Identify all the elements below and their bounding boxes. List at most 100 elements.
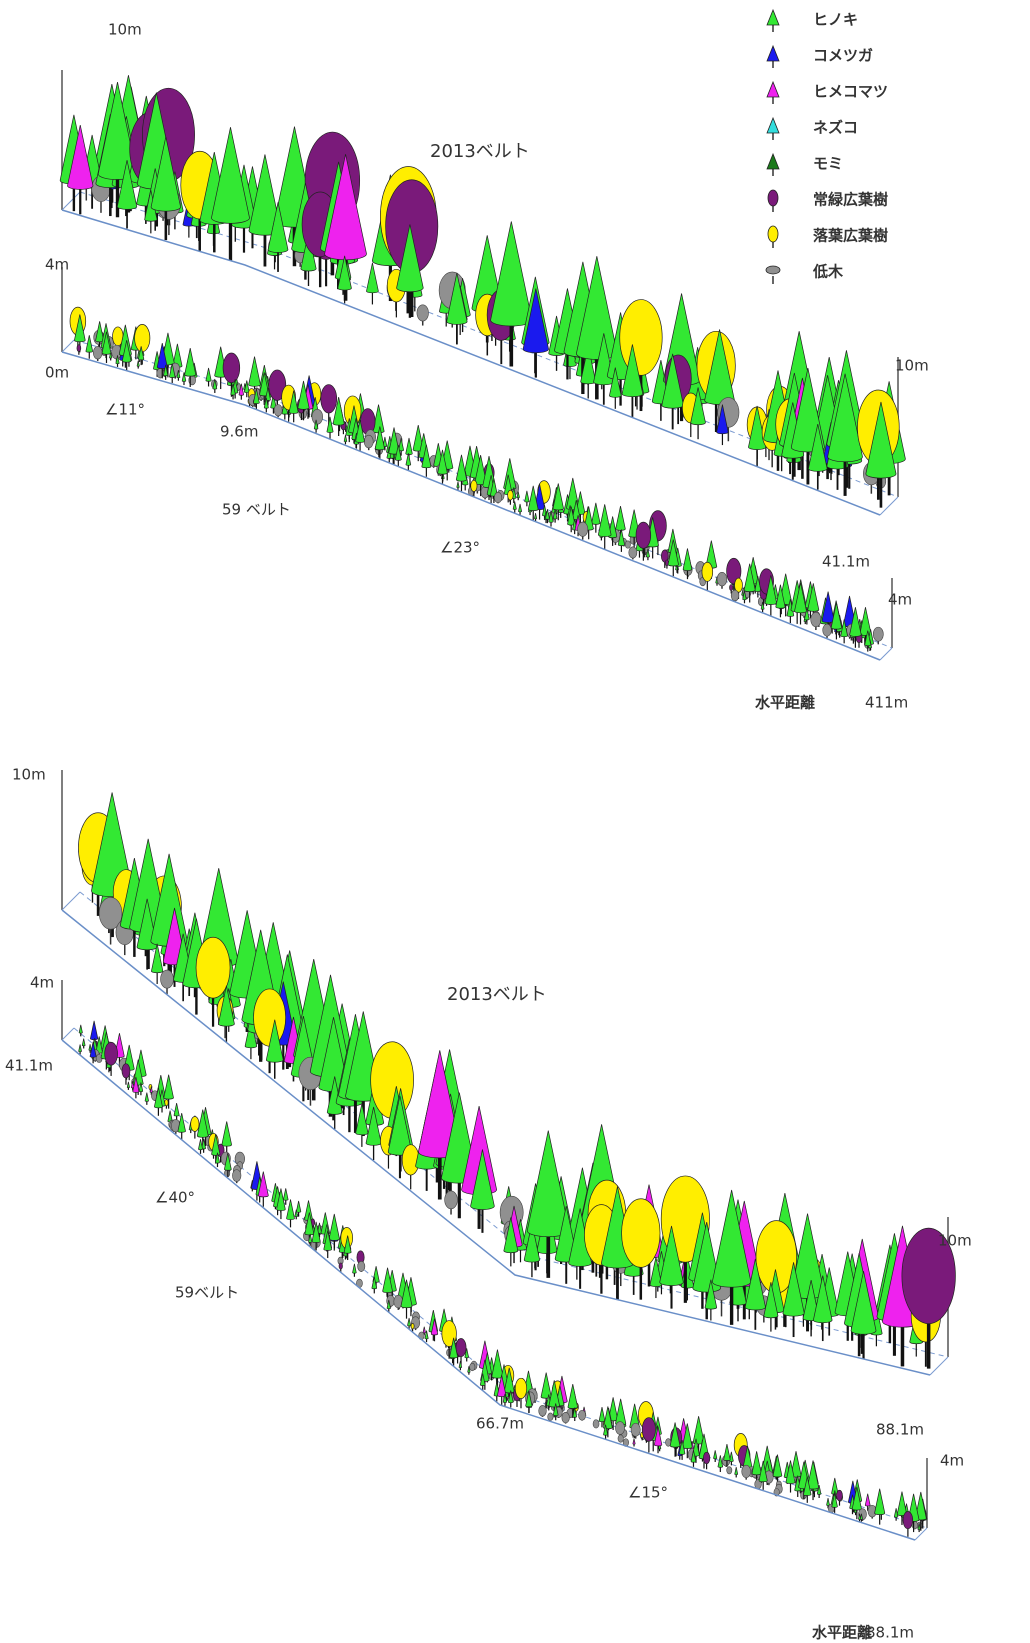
crown bbox=[620, 300, 662, 376]
crown bbox=[633, 1438, 635, 1444]
crown bbox=[122, 1064, 130, 1078]
belt-label: 2013ベルト bbox=[447, 984, 547, 1005]
dimension-label: ∠23° bbox=[440, 539, 480, 557]
crown bbox=[79, 1044, 82, 1051]
crown bbox=[191, 1116, 199, 1131]
edge bbox=[62, 892, 80, 910]
belt-label: 59 ベルト bbox=[222, 501, 291, 519]
forest-profile: 10m2013ベルト4m0m∠11°9.6m10m59 ベルト∠23°41.1m… bbox=[0, 0, 1030, 1643]
dimension-label: 水平距離 bbox=[755, 694, 815, 712]
crown bbox=[79, 1025, 82, 1033]
edge bbox=[62, 1028, 74, 1040]
crown bbox=[135, 324, 150, 351]
crown bbox=[406, 438, 413, 455]
crown bbox=[321, 385, 337, 413]
crown bbox=[525, 491, 529, 502]
belt-label: 9.6m bbox=[220, 423, 258, 441]
crown bbox=[642, 1418, 655, 1442]
crown bbox=[568, 1384, 578, 1408]
crown bbox=[518, 504, 521, 512]
shrub bbox=[274, 404, 282, 415]
legend-swatch bbox=[767, 10, 779, 25]
crown bbox=[592, 503, 601, 524]
crown bbox=[82, 1039, 85, 1046]
crown bbox=[636, 522, 651, 548]
crown bbox=[283, 1188, 288, 1200]
shrub bbox=[578, 1410, 585, 1420]
crown bbox=[752, 1451, 761, 1475]
crown bbox=[714, 1450, 717, 1458]
dimension-label: 10m bbox=[938, 1232, 972, 1250]
crown bbox=[897, 1492, 907, 1516]
crown bbox=[344, 435, 347, 442]
shrub bbox=[358, 1261, 365, 1271]
legend-item: 常緑広葉樹 bbox=[768, 190, 888, 212]
crown bbox=[492, 1350, 503, 1379]
dimension-label: 10m bbox=[12, 766, 46, 784]
shrub bbox=[625, 541, 630, 548]
legend-swatch bbox=[768, 190, 778, 206]
crown bbox=[903, 1511, 913, 1528]
dimension-label: 4m bbox=[30, 974, 54, 992]
legend-swatch bbox=[766, 266, 780, 274]
shrub bbox=[161, 970, 174, 988]
legend-item: 低木 bbox=[766, 263, 844, 285]
crown bbox=[90, 1021, 97, 1040]
dimension-label: ∠11° bbox=[105, 401, 145, 419]
crown bbox=[339, 1263, 342, 1269]
crown bbox=[735, 1467, 738, 1474]
legend-label: ヒノキ bbox=[813, 11, 858, 29]
crown bbox=[730, 585, 733, 591]
dimension-label: 10m bbox=[108, 21, 142, 39]
crown bbox=[827, 1498, 830, 1505]
crown bbox=[683, 548, 692, 570]
ground-line bbox=[62, 352, 880, 660]
crown bbox=[296, 1201, 300, 1212]
legend-label: 常緑広葉樹 bbox=[813, 191, 888, 209]
shrub bbox=[717, 572, 727, 586]
belt-label: 2013ベルト bbox=[430, 141, 530, 162]
legend-label: コメツガ bbox=[813, 47, 873, 65]
shrub bbox=[578, 522, 588, 536]
crown bbox=[865, 1494, 870, 1506]
legend-label: モミ bbox=[813, 155, 843, 173]
crown bbox=[77, 345, 81, 352]
crown bbox=[329, 1214, 339, 1240]
edge bbox=[62, 340, 74, 352]
belt-label: 59ベルト bbox=[175, 1284, 239, 1302]
crown bbox=[724, 1444, 731, 1460]
shrub bbox=[445, 1191, 458, 1209]
shrub bbox=[631, 1423, 640, 1436]
crown bbox=[423, 1327, 425, 1333]
shrub bbox=[823, 624, 832, 636]
crown bbox=[198, 1139, 202, 1150]
dimension-label: 41.1m bbox=[5, 1057, 53, 1075]
legend-label: ネズコ bbox=[813, 119, 858, 137]
shrub bbox=[811, 612, 821, 626]
dimension-label: 88.1m bbox=[866, 1624, 914, 1642]
crown bbox=[411, 1323, 414, 1328]
crown bbox=[615, 1399, 625, 1425]
legend-item: 落葉広葉樹 bbox=[768, 226, 888, 248]
dimension-label: 水平距離 bbox=[812, 1624, 872, 1642]
dimension-label: 10m bbox=[895, 357, 929, 375]
crown bbox=[105, 1042, 118, 1065]
shrub bbox=[742, 1465, 751, 1477]
dimension-label: 411m bbox=[865, 694, 908, 712]
dimension-label: ∠40° bbox=[155, 1189, 195, 1207]
legend-item: モミ bbox=[767, 154, 843, 176]
crown bbox=[206, 368, 211, 381]
crown bbox=[702, 562, 713, 581]
crown bbox=[408, 1318, 411, 1326]
belt-label: 66.7m bbox=[476, 1415, 524, 1433]
crown bbox=[837, 1490, 843, 1500]
crown bbox=[89, 1044, 91, 1050]
crown bbox=[353, 1264, 357, 1273]
dimension-label: 41.1m bbox=[822, 553, 870, 571]
crown bbox=[174, 1103, 179, 1116]
shrub bbox=[727, 1467, 732, 1474]
legend-label: 低木 bbox=[812, 263, 844, 281]
shrub bbox=[93, 346, 102, 359]
shrub bbox=[232, 1170, 241, 1182]
crown bbox=[622, 1199, 660, 1268]
